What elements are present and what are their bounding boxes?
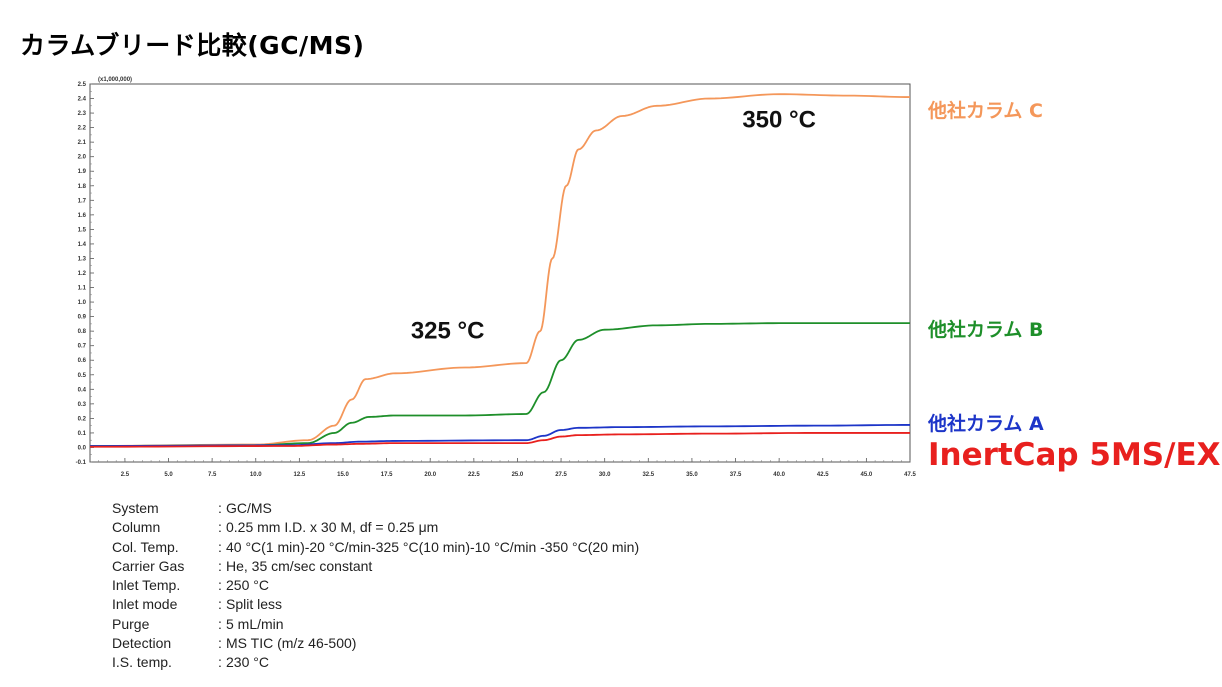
y-tick-label: 0.2 xyxy=(78,416,87,422)
y-tick-label: 0.1 xyxy=(78,431,87,437)
x-tick-label: 20.0 xyxy=(424,472,436,478)
x-tick-label: 35.0 xyxy=(686,472,698,478)
condition-label: Carrier Gas xyxy=(112,557,185,574)
y-tick-label: 0.4 xyxy=(78,387,87,393)
condition-label: Detection xyxy=(112,635,172,652)
x-tick-label: 27.5 xyxy=(555,472,567,478)
condition-label: Purge xyxy=(112,615,150,632)
x-tick-label: 32.5 xyxy=(642,472,654,478)
y-tick-label: 1.9 xyxy=(78,169,87,175)
condition-separator: : xyxy=(218,615,222,632)
y-tick-label: 0.5 xyxy=(78,373,87,379)
condition-separator: : xyxy=(218,654,222,671)
y-tick-label: 0.3 xyxy=(78,402,87,408)
condition-label: Inlet mode xyxy=(112,596,178,613)
x-tick-label: 12.5 xyxy=(294,472,306,478)
x-tick-label: 7.5 xyxy=(208,472,217,478)
series-label-b: 他社カラム B xyxy=(927,318,1044,341)
y-tick-label: 1.5 xyxy=(78,227,87,233)
condition-value: 250 °C xyxy=(226,577,269,594)
x-tick-label: 10.0 xyxy=(250,472,262,478)
condition-label: Inlet Temp. xyxy=(112,577,181,594)
x-tick-label: 47.5 xyxy=(904,472,916,478)
condition-row: Detection : MS TIC (m/z 46-500) xyxy=(112,634,639,653)
y-tick-label: 1.7 xyxy=(78,198,87,204)
condition-separator: : xyxy=(218,596,222,613)
x-tick-label: 22.5 xyxy=(468,472,480,478)
y-tick-label: 1.1 xyxy=(78,286,87,292)
temperature-annotation: 325 °C xyxy=(411,317,485,344)
y-tick-label: 2.2 xyxy=(78,126,87,132)
condition-label: Col. Temp. xyxy=(112,538,179,555)
y-tick-label: 0.8 xyxy=(78,329,87,335)
y-tick-label: 2.4 xyxy=(78,97,87,103)
page-title: カラムブリード比較(GC/MS) xyxy=(20,31,365,60)
x-tick-label: 40.0 xyxy=(773,472,785,478)
x-tick-label: 45.0 xyxy=(861,472,873,478)
y-tick-label: 1.4 xyxy=(78,242,87,248)
condition-label: Column xyxy=(112,519,161,536)
condition-value: Split less xyxy=(226,596,283,613)
condition-row: Column : 0.25 mm I.D. x 30 M, df = 0.25 … xyxy=(112,518,639,537)
x-tick-label: 17.5 xyxy=(381,472,393,478)
series-line xyxy=(89,93,911,447)
condition-value: 230 °C xyxy=(226,654,269,671)
y-tick-label: 1.0 xyxy=(78,300,87,306)
condition-value: GC/MS xyxy=(226,500,272,516)
condition-label: System xyxy=(112,500,159,516)
condition-value: MS TIC (m/z 46-500) xyxy=(226,635,357,652)
y-tick-label: 1.2 xyxy=(78,271,87,277)
series-line xyxy=(89,322,910,447)
condition-label: I.S. temp. xyxy=(112,654,172,671)
condition-separator: : xyxy=(218,500,222,516)
x-tick-label: 15.0 xyxy=(337,472,349,478)
condition-separator: : xyxy=(218,635,222,652)
condition-value: 5 mL/min xyxy=(226,615,284,632)
y-tick-label: 1.8 xyxy=(78,184,87,190)
y-tick-label: 0.9 xyxy=(78,315,87,321)
condition-row: System : GC/MS xyxy=(112,499,639,518)
series-label-a: 他社カラム A xyxy=(927,412,1044,435)
series-label-inertcap: InertCap 5MS/EX xyxy=(928,437,1221,473)
condition-row: Purge : 5 mL/min xyxy=(112,615,639,634)
y-tick-label: 1.6 xyxy=(78,213,87,219)
x-tick-label: 25.0 xyxy=(512,472,524,478)
condition-separator: : xyxy=(218,538,222,555)
y-tick-label: 0.7 xyxy=(78,344,87,350)
y-tick-label: 1.3 xyxy=(78,256,87,262)
condition-separator: : xyxy=(218,519,222,536)
y-tick-label: 0.0 xyxy=(78,445,87,451)
condition-value: 40 °C(1 min)-20 °C/min-325 °C(10 min)-10… xyxy=(226,538,640,555)
temperature-annotation: 350 °C xyxy=(742,107,816,134)
condition-separator: : xyxy=(218,577,222,594)
y-tick-label: 2.0 xyxy=(78,155,87,161)
x-tick-label: 5.0 xyxy=(164,472,173,478)
x-tick-label: 37.5 xyxy=(730,472,742,478)
series-line xyxy=(89,424,911,447)
y-multiplier-label: (x1,000,000) xyxy=(98,77,132,83)
x-tick-label: 30.0 xyxy=(599,472,611,478)
x-tick-label: 2.5 xyxy=(121,472,130,478)
condition-value: 0.25 mm I.D. x 30 M, df = 0.25 μm xyxy=(226,519,439,536)
y-tick-label: 2.5 xyxy=(78,82,87,88)
series-line xyxy=(89,432,910,448)
series-label-c: 他社カラム C xyxy=(927,99,1043,122)
y-tick-label: -0.1 xyxy=(76,460,87,466)
condition-row: Carrier Gas : He, 35 cm/sec constant xyxy=(112,557,639,576)
y-tick-label: 2.3 xyxy=(78,111,87,117)
condition-row: Col. Temp. : 40 °C(1 min)-20 °C/min-325 … xyxy=(112,538,639,557)
condition-row: Inlet Temp. : 250 °C xyxy=(112,576,639,595)
y-tick-label: 0.6 xyxy=(78,358,87,364)
conditions-list: System : GC/MS Column : 0.25 mm I.D. x 3… xyxy=(112,499,639,673)
condition-separator: : xyxy=(218,557,222,574)
plot-frame xyxy=(89,83,911,463)
condition-row: I.S. temp. : 230 °C xyxy=(112,653,639,672)
condition-row: Inlet mode : Split less xyxy=(112,595,639,614)
x-tick-label: 42.5 xyxy=(817,472,829,478)
bleed-chart: -0.1 0.0 0.1 0.2 0.3 0.4 0.5 0.6 0.7 0.8 0.9 1.0 1.1… xyxy=(76,77,1221,478)
y-tick-label: 2.1 xyxy=(78,140,87,146)
condition-value: He, 35 cm/sec constant xyxy=(226,557,373,574)
